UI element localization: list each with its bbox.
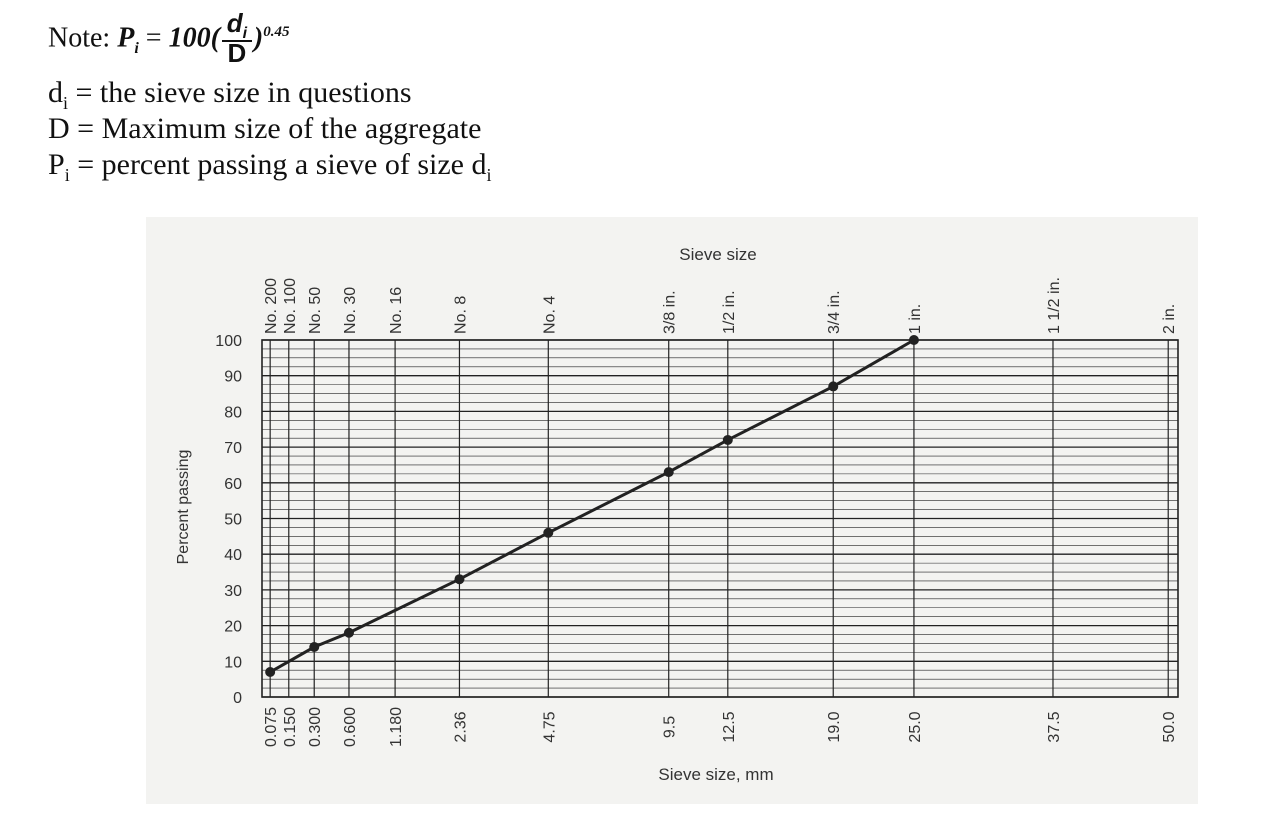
grid xyxy=(261,339,1179,698)
x-tick-label-mm: 9.5 xyxy=(662,716,679,738)
formula-close: ) xyxy=(253,22,264,54)
note-block: Note: Pi = 100( di D )0.45 di = the siev… xyxy=(48,2,748,192)
formula-coefficient: 100( xyxy=(168,22,220,54)
formula: Note: Pi = 100( di D )0.45 xyxy=(48,8,290,68)
fraction-bar xyxy=(221,40,252,42)
y-tick-label: 10 xyxy=(224,654,242,671)
definition-Pi: Pi = percent passing a sieve of size di xyxy=(48,148,492,185)
x-tick-label-mm: 0.300 xyxy=(307,707,324,747)
y-tick-label: 100 xyxy=(215,333,242,350)
y-tick-label: 30 xyxy=(224,583,242,600)
x-tick-label-sieve: 1 in. xyxy=(907,304,924,334)
x-tick-label-sieve: No. 200 xyxy=(263,278,280,334)
x-tick-label-sieve: No. 8 xyxy=(452,296,469,334)
y-tick-label: 90 xyxy=(224,369,242,386)
y-tick-label: 80 xyxy=(224,404,242,421)
definition-D: D = Maximum size of the aggregate xyxy=(48,112,482,145)
x-tick-label-mm: 50.0 xyxy=(1161,711,1178,742)
x-tick-label-mm: 25.0 xyxy=(907,711,924,742)
x-tick-label-sieve: 3/4 in. xyxy=(826,290,843,334)
x-tick-label-mm: 37.5 xyxy=(1046,711,1063,742)
top-axis-title: Sieve size xyxy=(679,245,756,264)
x-tick-label-sieve: 1 1/2 in. xyxy=(1046,277,1063,334)
formula-numerator-sub: i xyxy=(242,25,248,43)
data-point xyxy=(265,667,276,678)
gradation-chart: Sieve size Sieve size, mm Percent passin… xyxy=(146,217,1198,804)
x-tick-label-sieve: No. 30 xyxy=(342,287,359,334)
y-tick-label: 40 xyxy=(224,547,242,564)
x-tick-label-sieve: No. 50 xyxy=(307,287,324,334)
tick-labels: 0 10 20 30 40 50 60 70 80 90 100 0.075 No. 200 0.150 N… xyxy=(215,277,1178,747)
data-point xyxy=(908,335,919,345)
data-point xyxy=(543,527,554,538)
chart-svg: Sieve size Sieve size, mm Percent passin… xyxy=(175,245,1179,784)
x-tick-label-sieve: No. 100 xyxy=(282,278,299,334)
data-point xyxy=(663,467,674,478)
formula-denominator: D xyxy=(227,38,247,68)
x-tick-label-mm: 12.5 xyxy=(721,711,738,742)
y-tick-label: 70 xyxy=(224,440,242,457)
y-axis-title: Percent passing xyxy=(175,450,192,565)
x-axis-title: Sieve size, mm xyxy=(658,765,773,784)
plot-border xyxy=(261,339,1179,698)
data-point xyxy=(309,642,320,653)
note-label: Note: xyxy=(48,22,111,54)
y-tick-label: 60 xyxy=(224,476,242,493)
y-tick-label: 20 xyxy=(224,619,242,636)
x-tick-label-sieve: 3/8 in. xyxy=(662,290,679,334)
data-point xyxy=(454,574,465,585)
formula-exponent: 0.45 xyxy=(263,24,290,41)
data-point xyxy=(828,381,839,392)
y-tick-label: 50 xyxy=(224,512,242,529)
x-tick-label-sieve: 1/2 in. xyxy=(721,290,738,334)
x-tick-label-mm: 4.75 xyxy=(541,711,558,742)
series xyxy=(265,335,919,678)
x-tick-label-mm: 0.075 xyxy=(263,707,280,747)
data-point xyxy=(343,627,354,638)
gradation-curve xyxy=(269,338,915,674)
x-tick-label-mm: 1.180 xyxy=(388,707,405,747)
formula-fraction: di D xyxy=(220,8,254,68)
x-tick-label-mm: 19.0 xyxy=(826,711,843,742)
data-point xyxy=(722,434,733,445)
formula-lhs-sub: i xyxy=(134,40,139,58)
x-tick-label-mm: 2.36 xyxy=(452,711,469,742)
y-tick-label: 0 xyxy=(233,690,242,707)
x-tick-label-sieve: 2 in. xyxy=(1161,304,1178,334)
x-tick-label-mm: 0.150 xyxy=(282,707,299,747)
definition-di: di = the sieve size in questions xyxy=(48,76,412,113)
x-tick-label-sieve: No. 4 xyxy=(541,296,558,334)
x-tick-label-mm: 0.600 xyxy=(342,707,359,747)
x-tick-label-sieve: No. 16 xyxy=(388,287,405,334)
formula-equals: = xyxy=(145,22,162,54)
formula-numerator: di xyxy=(226,8,248,43)
formula-lhs: P xyxy=(117,22,135,54)
